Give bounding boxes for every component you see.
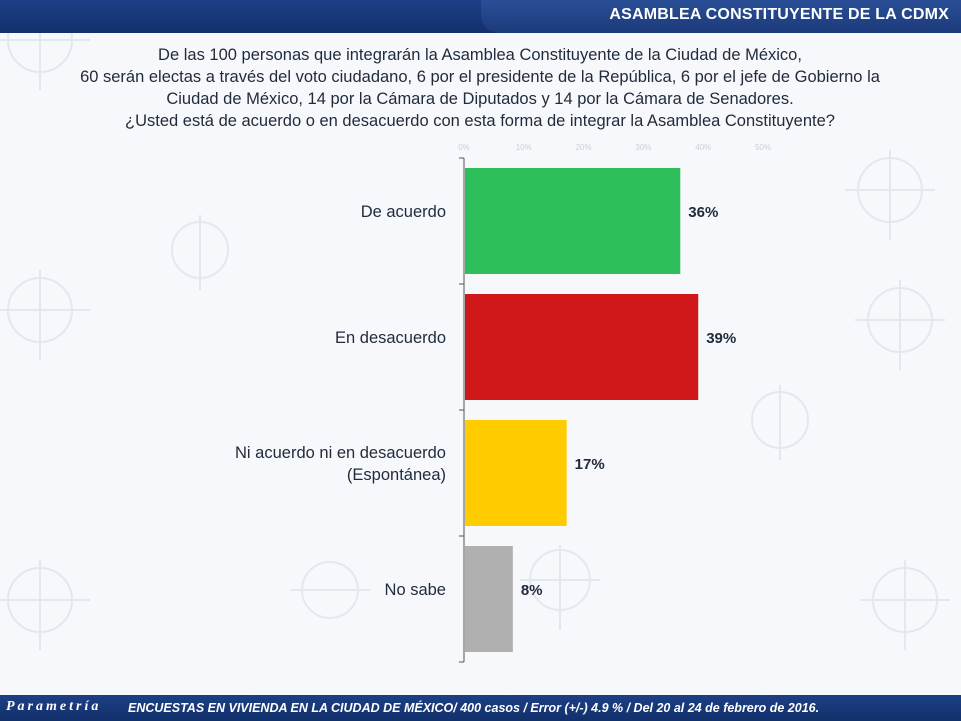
brand-logo: Parametría (6, 699, 102, 714)
category-label: Ni acuerdo ni en desacuerdo (235, 444, 446, 462)
x-tick-label: 50% (755, 143, 771, 152)
x-tick-label: 10% (516, 143, 532, 152)
bar (465, 546, 513, 652)
header-tab: ASAMBLEA CONSTITUYENTE DE LA CDMX (481, 0, 961, 33)
category-label: De acuerdo (361, 203, 446, 221)
x-tick-label: 0% (458, 143, 470, 152)
category-label: (Espontánea) (347, 466, 446, 484)
bar-value-label: 17% (575, 456, 605, 473)
footer-note: ENCUESTAS EN VIVIENDA EN LA CIUDAD DE MÉ… (128, 701, 820, 715)
category-label: No sabe (385, 581, 446, 599)
footer-bar: Parametría ENCUESTAS EN VIVIENDA EN LA C… (0, 695, 961, 721)
question-line: 60 serán electas a través del voto ciuda… (80, 68, 880, 86)
header-title: ASAMBLEA CONSTITUYENTE DE LA CDMX (609, 6, 949, 23)
question-text: De las 100 personas que integrarán la As… (40, 44, 920, 132)
x-tick-label: 40% (695, 143, 711, 152)
question-line: ¿Usted está de acuerdo o en desacuerdo c… (125, 112, 835, 130)
x-tick-label: 20% (576, 143, 592, 152)
bar (465, 294, 699, 400)
question-line: De las 100 personas que integrarán la As… (158, 46, 802, 64)
bar-value-label: 8% (521, 582, 543, 599)
x-tick-label: 30% (635, 143, 651, 152)
bar (465, 420, 567, 526)
question-line: Ciudad de México, 14 por la Cámara de Di… (166, 90, 794, 108)
bar-value-label: 36% (688, 204, 718, 221)
bar-value-label: 39% (706, 330, 736, 347)
bar (465, 168, 681, 274)
category-label: En desacuerdo (335, 329, 446, 347)
